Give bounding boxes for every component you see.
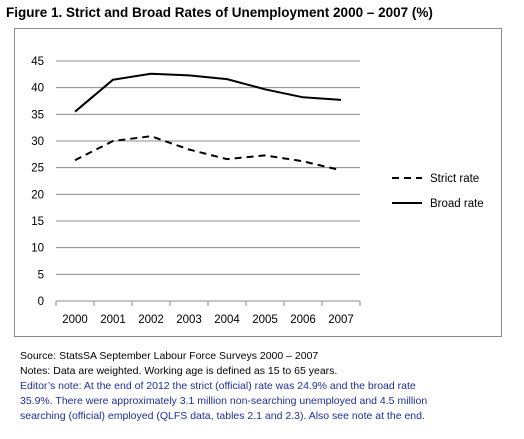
legend-label: Broad rate <box>430 198 484 210</box>
editor-note-line-1: Editor’s note: At the end of 2012 the st… <box>20 380 416 392</box>
y-tick-label: 40 <box>31 83 44 95</box>
y-tick-label: 10 <box>31 243 44 255</box>
series-line-strict-rate <box>74 135 342 172</box>
y-tick-label: 5 <box>38 269 44 281</box>
y-tick-label: 45 <box>31 56 44 68</box>
x-tick-label: 2005 <box>252 314 278 326</box>
x-tick-label: 2000 <box>62 314 88 326</box>
editor-note-line-2: 35.9%. There were approximately 3.1 mill… <box>20 395 428 407</box>
y-tick-label: 15 <box>31 216 44 228</box>
weighting-note: Notes: Data are weighted. Working age is… <box>20 365 338 377</box>
x-tick-label: 2004 <box>214 314 240 326</box>
series-line-broad-rate <box>74 72 342 113</box>
x-tick-label: 2003 <box>176 314 202 326</box>
x-tick-label: 2001 <box>100 314 126 326</box>
x-tick-label: 2007 <box>328 314 354 326</box>
y-tick-label: 20 <box>31 189 44 201</box>
chart-notes: Source: StatsSA September Labour Force S… <box>20 349 520 424</box>
editor-note-line-3: searching (official) employed (QLFS data… <box>20 410 425 422</box>
legend-label: Strict rate <box>430 173 479 185</box>
chart-area <box>14 28 502 337</box>
y-tick-label: 0 <box>38 296 44 308</box>
y-tick-label: 25 <box>31 163 44 175</box>
y-tick-label: 30 <box>31 136 44 148</box>
chart-title: Figure 1. Strict and Broad Rates of Unem… <box>6 5 433 20</box>
x-tick-label: 2002 <box>138 314 164 326</box>
x-tick-label: 2006 <box>290 314 316 326</box>
source-note: Source: StatsSA September Labour Force S… <box>20 350 319 362</box>
line-chart: 0 5 10 15 20 25 30 35 40 45 2000 2001 2002 2003 2004 20… <box>31 56 484 326</box>
y-tick-label: 35 <box>31 109 44 121</box>
